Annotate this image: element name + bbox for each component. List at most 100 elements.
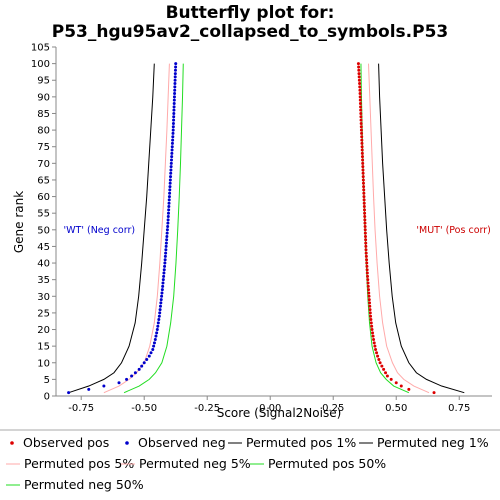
observed-pos-point xyxy=(369,321,373,325)
observed-pos-point xyxy=(367,291,371,295)
observed-neg-point xyxy=(160,291,164,295)
observed-neg-point xyxy=(173,85,177,89)
observed-neg-point xyxy=(161,284,165,288)
observed-pos-point xyxy=(368,308,372,312)
observed-neg-point xyxy=(174,65,178,69)
observed-pos-point xyxy=(366,284,370,288)
observed-neg-point xyxy=(151,347,155,351)
y-tick-label: 75 xyxy=(37,142,50,153)
observed-neg-point xyxy=(169,171,173,175)
legend-label-permuted-neg-1: Permuted neg 1% xyxy=(377,435,489,450)
observed-pos-point xyxy=(362,188,366,192)
observed-neg-point xyxy=(156,324,160,328)
observed-neg-point xyxy=(167,195,171,199)
observed-pos-point xyxy=(360,145,364,149)
legend-label-permuted-pos-1: Permuted pos 1% xyxy=(246,435,356,450)
observed-pos-point xyxy=(432,391,436,395)
observed-neg-point xyxy=(87,387,91,391)
observed-pos-point xyxy=(364,238,368,242)
observed-neg-point xyxy=(171,121,175,125)
observed-pos-point xyxy=(365,258,369,262)
observed-neg-point xyxy=(159,298,163,302)
observed-neg-point xyxy=(173,78,177,82)
observed-pos-point xyxy=(369,314,373,318)
observed-neg-point xyxy=(171,125,175,129)
observed-pos-point xyxy=(363,228,367,232)
y-tick-label: 30 xyxy=(37,292,50,303)
x-tick-label: 0.75 xyxy=(448,403,470,414)
observed-neg-point xyxy=(152,344,156,348)
observed-neg-point xyxy=(172,108,176,112)
observed-pos-point xyxy=(357,72,361,76)
observed-neg-point xyxy=(102,384,106,388)
observed-pos-point xyxy=(365,261,369,265)
observed-neg-point xyxy=(67,391,71,395)
observed-pos-point xyxy=(394,381,398,385)
observed-neg-point xyxy=(173,92,177,96)
observed-neg-point xyxy=(172,102,176,106)
observed-neg-point xyxy=(173,72,177,76)
observed-pos-point xyxy=(399,384,403,388)
x-axis-label: Score (Signal2Noise) xyxy=(217,406,342,420)
observed-neg-point xyxy=(168,188,172,192)
legend-label-permuted-pos-5: Permuted pos 5% xyxy=(24,456,134,471)
observed-neg-point xyxy=(164,244,168,248)
permuted-pos-1-line xyxy=(378,63,465,394)
observed-neg-point xyxy=(168,191,172,195)
observed-neg-point xyxy=(172,95,176,99)
observed-neg-point xyxy=(171,138,175,142)
observed-neg-point xyxy=(163,261,167,265)
observed-neg-point xyxy=(145,357,149,361)
observed-pos-point xyxy=(362,195,366,199)
observed-pos-point xyxy=(361,171,365,175)
observed-neg-point xyxy=(147,354,151,358)
observed-neg-point xyxy=(162,274,166,278)
observed-pos-point xyxy=(363,211,367,215)
y-tick-label: 5 xyxy=(44,375,50,386)
x-tick-label: 0.50 xyxy=(385,403,407,414)
observed-pos-point xyxy=(365,264,369,268)
observed-neg-point xyxy=(157,314,161,318)
observed-pos-point xyxy=(370,324,374,328)
observed-pos-point xyxy=(365,271,369,275)
observed-pos-point xyxy=(358,102,362,106)
observed-neg-point xyxy=(169,161,173,165)
observed-pos-point xyxy=(359,115,363,119)
permuted-neg-1-line xyxy=(68,63,155,394)
y-tick-label: 0 xyxy=(44,392,50,403)
observed-pos-point xyxy=(362,205,366,209)
observed-pos-point xyxy=(368,301,372,305)
observed-neg-point xyxy=(173,75,177,79)
observed-neg-point xyxy=(133,371,137,375)
observed-pos-point xyxy=(363,215,367,219)
observed-neg-point xyxy=(137,367,141,371)
observed-pos-point xyxy=(367,298,371,302)
observed-neg-point xyxy=(153,337,157,341)
observed-neg-point xyxy=(130,374,134,378)
observed-pos-point xyxy=(362,198,366,202)
observed-pos-point xyxy=(361,161,365,165)
observed-pos-point xyxy=(361,178,365,182)
observed-pos-point xyxy=(357,68,361,72)
observed-neg-point xyxy=(166,215,170,219)
observed-neg-point xyxy=(170,148,174,152)
observed-pos-point xyxy=(357,65,361,69)
observed-neg-point xyxy=(165,228,169,232)
observed-neg-point xyxy=(171,128,175,132)
observed-pos-point xyxy=(389,377,393,381)
observed-pos-point xyxy=(358,95,362,99)
x-tick-label: 0.00 xyxy=(259,403,281,414)
observed-pos-point xyxy=(364,248,368,252)
observed-neg-point xyxy=(163,264,167,268)
observed-pos-point xyxy=(366,274,370,278)
chart-title-line2: P53_hgu95av2_collapsed_to_symbols.P53 xyxy=(52,22,449,42)
observed-neg-point xyxy=(169,158,173,162)
observed-neg-point xyxy=(155,331,159,335)
observed-neg-point xyxy=(161,281,165,285)
observed-neg-point xyxy=(172,111,176,115)
y-tick-label: 85 xyxy=(37,109,50,120)
observed-pos-point xyxy=(364,244,368,248)
legend-label-observed-neg: Observed neg xyxy=(138,435,226,450)
observed-pos-point xyxy=(358,88,362,92)
observed-neg-point xyxy=(162,271,166,275)
